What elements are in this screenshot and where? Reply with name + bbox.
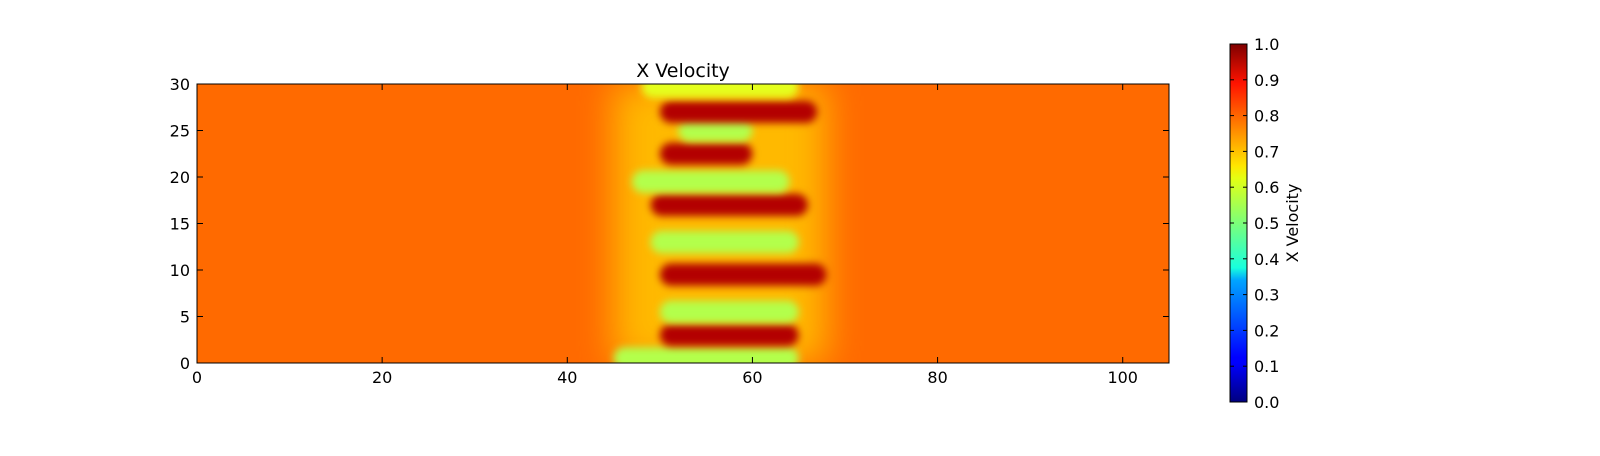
colorbar-tick-label: 0.3 — [1254, 286, 1279, 305]
colorbar-tick-label: 0.2 — [1254, 321, 1279, 340]
colorbar-tick-label: 0.4 — [1254, 250, 1279, 269]
velocity-band — [650, 193, 808, 217]
x-axis-ticks: 0 20 40 60 80 100 — [192, 84, 1138, 387]
colorbar-tick-label: 0.1 — [1254, 357, 1279, 376]
colorbar-tick-label: 0.6 — [1254, 178, 1279, 197]
velocity-band — [613, 347, 799, 363]
x-tick-label: 100 — [1107, 368, 1138, 387]
velocity-band — [650, 230, 799, 254]
velocity-structure — [613, 84, 827, 363]
colorbar-tick-label: 0.9 — [1254, 71, 1279, 90]
x-tick-label: 20 — [372, 368, 392, 387]
colorbar-tick-label: 0.8 — [1254, 107, 1279, 126]
x-tick-label: 0 — [192, 368, 202, 387]
y-tick-label: 25 — [170, 122, 190, 141]
velocity-band — [659, 100, 818, 124]
colorbar: 0.0 0.1 0.2 0.3 0.4 0.5 0.6 0.7 0.8 0.9 1.0 X Velo… — [1229, 35, 1302, 412]
velocity-band — [659, 323, 799, 347]
colorbar-ticks: 0.0 0.1 0.2 0.3 0.4 0.5 0.6 0.7 0.8 0.9 1.0 — [1230, 35, 1279, 412]
x-tick-label: 40 — [557, 368, 577, 387]
y-tick-label: 0 — [180, 354, 190, 373]
velocity-band — [659, 142, 753, 165]
colorbar-tick-label: 1.0 — [1254, 35, 1279, 54]
velocity-band — [678, 119, 753, 142]
y-axis-ticks: 0 5 10 15 20 25 30 — [170, 75, 1169, 373]
velocity-band — [641, 84, 799, 98]
velocity-band — [632, 170, 790, 193]
colorbar-tick-label: 0.0 — [1254, 393, 1279, 412]
velocity-band — [659, 263, 827, 286]
velocity-band — [659, 300, 799, 324]
y-tick-label: 15 — [170, 215, 190, 234]
y-tick-label: 30 — [170, 75, 190, 94]
heatmap-plot-area — [196, 83, 1170, 364]
x-tick-label: 80 — [927, 368, 947, 387]
colorbar-tick-label: 0.5 — [1254, 214, 1279, 233]
y-tick-label: 5 — [180, 308, 190, 327]
chart-title: X Velocity — [636, 60, 730, 82]
colorbar-label: X Velocity — [1283, 184, 1302, 263]
y-tick-label: 10 — [170, 261, 190, 280]
y-tick-label: 20 — [170, 168, 190, 187]
colorbar-tick-label: 0.7 — [1254, 142, 1279, 161]
x-tick-label: 60 — [742, 368, 762, 387]
